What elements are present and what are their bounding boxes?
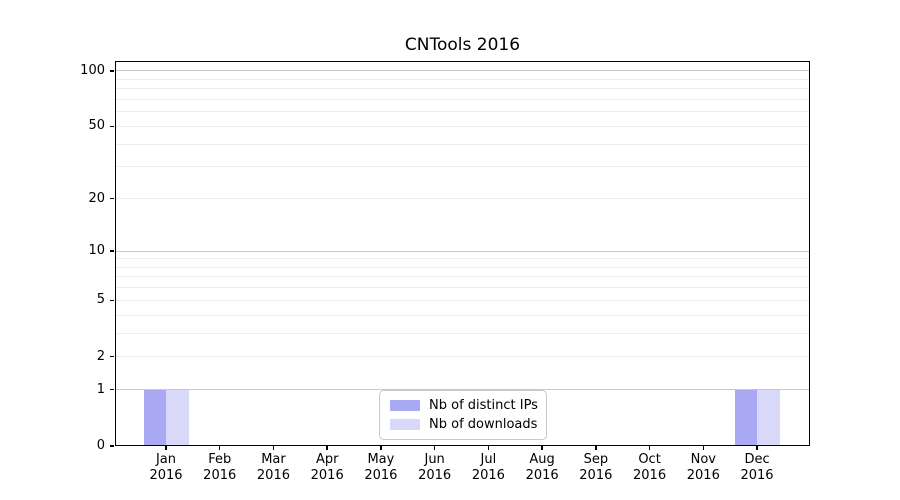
x-tick-label-line: 2016 xyxy=(418,468,452,483)
bar-downloads xyxy=(757,389,780,446)
legend-swatch-downloads xyxy=(390,419,420,430)
minor-gridline xyxy=(115,356,810,358)
y-tick-mark xyxy=(110,125,114,128)
legend-label-distinct-ips: Nb of distinct IPs xyxy=(429,398,538,413)
x-tick-mark xyxy=(380,446,382,450)
x-tick-mark xyxy=(595,446,597,450)
plot-area xyxy=(115,61,810,446)
y-tick-label: 2 xyxy=(96,348,105,364)
x-tick-label-line: Nov xyxy=(690,452,716,467)
x-tick-label-line: Jul xyxy=(480,452,497,467)
y-tick-label: 20 xyxy=(88,190,105,206)
x-tick-label-line: 2016 xyxy=(310,468,344,483)
x-tick-label: Oct 2016 xyxy=(622,452,678,484)
x-tick-label-line: 2016 xyxy=(686,468,720,483)
chart-title: CNTools 2016 xyxy=(404,35,521,55)
x-tick-mark xyxy=(165,446,167,450)
x-tick-mark xyxy=(648,446,651,450)
x-tick-label: Jun 2016 xyxy=(407,452,463,484)
y-tick-label: 5 xyxy=(96,292,105,308)
y-tick-mark xyxy=(110,299,114,302)
y-tick-mark xyxy=(110,355,114,358)
minor-gridline xyxy=(115,299,810,301)
minor-gridline xyxy=(115,166,810,168)
minor-gridline xyxy=(115,287,810,289)
x-tick-label: Nov 2016 xyxy=(675,452,731,484)
x-tick-label-line: Feb xyxy=(208,452,232,467)
y-tick-label: 50 xyxy=(88,118,105,134)
x-tick-label-line: Dec xyxy=(744,452,770,467)
major-gridline xyxy=(115,389,810,391)
minor-gridline xyxy=(115,125,810,127)
x-tick-label-line: 2016 xyxy=(149,468,183,483)
x-tick-label-line: 2016 xyxy=(740,468,774,483)
y-tick-mark xyxy=(110,388,114,391)
legend-label-downloads: Nb of downloads xyxy=(429,417,538,432)
x-tick-label: Apr 2016 xyxy=(299,452,355,484)
legend-swatch-distinct-ips xyxy=(390,400,420,411)
x-tick-mark xyxy=(433,446,436,450)
minor-gridline xyxy=(115,314,810,316)
legend: Nb of distinct IPs Nb of downloads xyxy=(379,390,547,440)
y-tick-mark xyxy=(110,70,114,72)
minor-gridline xyxy=(115,78,810,80)
x-tick-label-line: 2016 xyxy=(633,468,667,483)
bar-distinct-ips xyxy=(143,389,166,446)
x-tick-label-line: Jan xyxy=(155,452,177,467)
x-tick-mark xyxy=(218,446,221,450)
minor-gridline xyxy=(115,276,810,278)
major-gridline xyxy=(115,70,810,72)
x-tick-label-line: Mar xyxy=(261,452,286,467)
minor-gridline xyxy=(115,99,810,100)
x-tick-label-line: Aug xyxy=(529,452,555,467)
x-tick-label-line: Apr xyxy=(315,452,339,467)
y-tick-label: 100 xyxy=(80,62,105,78)
minor-gridline xyxy=(115,258,810,260)
x-tick-mark xyxy=(702,446,705,450)
x-tick-label-line: 2016 xyxy=(525,468,559,483)
x-tick-label-line: 2016 xyxy=(256,468,290,483)
bar-distinct-ips xyxy=(734,389,758,446)
minor-gridline xyxy=(115,198,810,200)
x-tick-label-line: May xyxy=(367,452,395,467)
y-tick-mark xyxy=(110,445,114,447)
bar-downloads xyxy=(166,389,189,446)
x-tick-label-line: Oct xyxy=(638,452,661,467)
y-tick-mark xyxy=(110,197,114,200)
x-tick-label-line: Jun xyxy=(424,452,445,467)
x-tick-mark xyxy=(487,446,490,450)
y-tick-mark xyxy=(110,250,114,252)
minor-gridline xyxy=(115,143,810,145)
minor-gridline xyxy=(115,332,810,334)
legend-item-downloads: Nb of downloads xyxy=(390,417,538,432)
minor-gridline xyxy=(115,111,810,113)
y-tick-label: 1 xyxy=(96,381,105,397)
x-tick-mark xyxy=(326,446,328,450)
x-tick-label: Mar 2016 xyxy=(245,452,301,484)
y-tick-label: 0 xyxy=(96,438,105,453)
x-tick-label-line: 2016 xyxy=(364,468,398,483)
y-tick-label: 10 xyxy=(88,243,105,259)
x-tick-label-line: Sep xyxy=(583,452,609,467)
x-tick-mark xyxy=(541,446,543,450)
minor-gridline xyxy=(115,266,810,268)
x-tick-label: Aug 2016 xyxy=(514,452,570,484)
minor-gridline xyxy=(115,88,810,90)
x-tick-label-line: 2016 xyxy=(203,468,237,483)
x-tick-label: Feb 2016 xyxy=(192,452,248,484)
x-tick-label: May 2016 xyxy=(353,452,409,484)
x-tick-label: Dec 2016 xyxy=(729,452,785,484)
major-gridline xyxy=(115,250,810,252)
x-tick-mark xyxy=(756,446,758,450)
legend-item-distinct-ips: Nb of distinct IPs xyxy=(390,398,538,413)
x-tick-label-line: 2016 xyxy=(579,468,613,483)
x-tick-label-line: 2016 xyxy=(471,468,505,483)
x-tick-label: Jul 2016 xyxy=(460,452,516,484)
x-tick-label: Jan 2016 xyxy=(138,452,194,484)
x-tick-mark xyxy=(272,446,275,450)
x-tick-label: Sep 2016 xyxy=(568,452,624,484)
